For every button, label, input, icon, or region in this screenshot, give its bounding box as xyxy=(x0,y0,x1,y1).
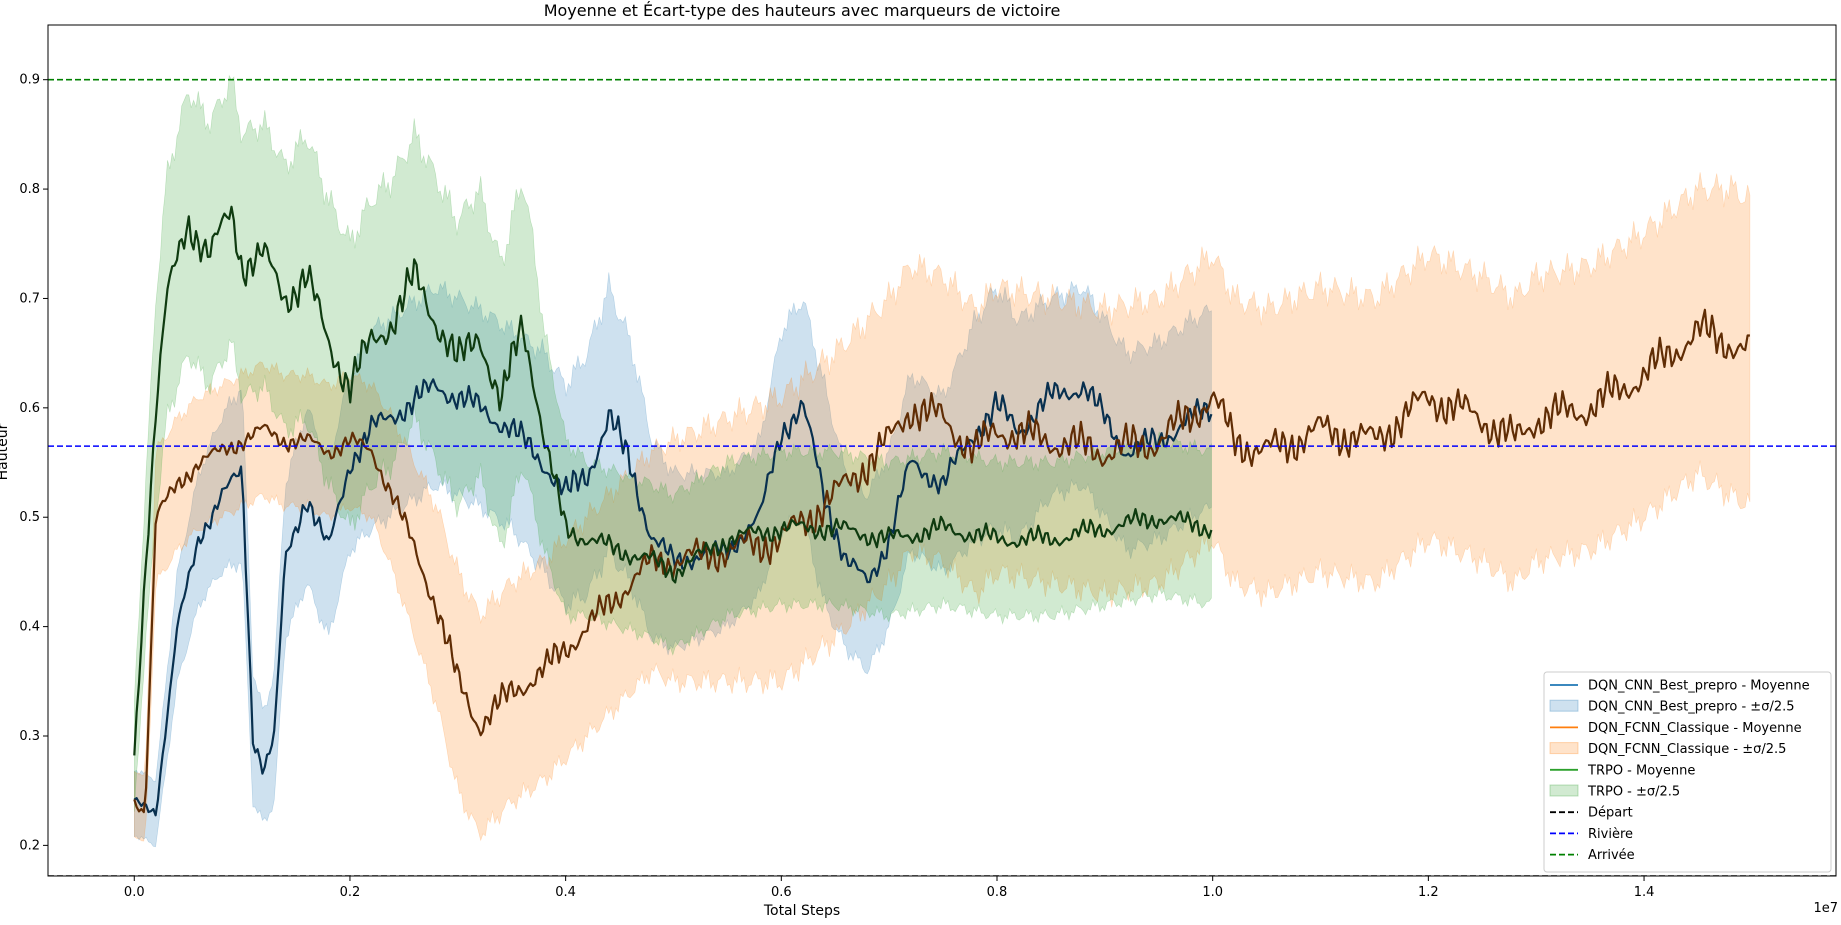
y-tick-label: 0.8 xyxy=(19,182,40,197)
legend-entry-label: TRPO - ±σ/2.5 xyxy=(1587,785,1680,800)
legend-entry-label: Rivière xyxy=(1588,827,1633,842)
trpo-2-5-band xyxy=(134,74,1212,812)
x-tick-label: 0.0 xyxy=(124,885,145,900)
legend-entry-label: Arrivée xyxy=(1588,848,1635,863)
y-axis-label: Hauteur xyxy=(0,423,11,480)
legend-entry-label: DQN_CNN_Best_prepro - Moyenne xyxy=(1588,679,1810,694)
dqn-cnn-best-prepro-moyenne-line xyxy=(133,378,1213,817)
legend-entry-label: Départ xyxy=(1588,806,1633,821)
y-tick-label: 0.3 xyxy=(19,729,40,744)
y-tick-label: 0.6 xyxy=(19,401,40,416)
legend: DQN_CNN_Best_prepro - Moyenne DQN_CNN_Bes… xyxy=(1543,671,1832,873)
legend-swatch-band xyxy=(1549,699,1579,712)
legend-swatch-band xyxy=(1549,784,1579,797)
chart-title: Moyenne et Écart-type des hauteurs avec … xyxy=(544,1,1061,20)
axes: 0.0 0.2 0.4 0.6 0.8 1.0 1.2 1.4 0.2 0.3 0.4 0.5 0.6 0… xyxy=(19,24,1837,900)
y-tick-label: 0.2 xyxy=(19,838,40,853)
plot-clipped-group xyxy=(48,74,1836,876)
y-tick-label: 0.4 xyxy=(19,620,40,635)
dqn-fcnn-classique-moyenne-line xyxy=(133,308,1750,814)
x-tick-label: 0.6 xyxy=(771,885,792,900)
dqn-fcnn-classique-2-5-band xyxy=(134,172,1751,842)
y-tick-label: 0.5 xyxy=(19,510,40,525)
x-tick-label: 0.4 xyxy=(555,885,576,900)
x-tick-label: 0.2 xyxy=(340,885,361,900)
x-tick-label: 1.4 xyxy=(1634,885,1655,900)
y-tick-label: 0.9 xyxy=(19,73,40,88)
x-offset-label: 1e7 xyxy=(1813,901,1838,916)
legend-entry-label: DQN_CNN_Best_prepro - ±σ/2.5 xyxy=(1588,700,1795,715)
plot-area xyxy=(48,74,1836,876)
x-axis-label: Total Steps xyxy=(763,903,840,919)
legend-entry-label: TRPO - Moyenne xyxy=(1587,763,1695,778)
legend-entry-label: DQN_FCNN_Classique - Moyenne xyxy=(1588,721,1802,736)
x-tick-label: 1.0 xyxy=(1202,885,1223,900)
x-tick-label: 1.2 xyxy=(1418,885,1439,900)
legend-box xyxy=(1543,671,1832,873)
legend-swatch-band xyxy=(1549,742,1579,755)
x-tick-label: 0.8 xyxy=(987,885,1008,900)
y-tick-label: 0.7 xyxy=(19,291,40,306)
trpo-moyenne-line xyxy=(133,205,1213,756)
axes-frame xyxy=(47,24,1837,877)
legend-entry-label: DQN_FCNN_Classique - ±σ/2.5 xyxy=(1588,742,1786,757)
